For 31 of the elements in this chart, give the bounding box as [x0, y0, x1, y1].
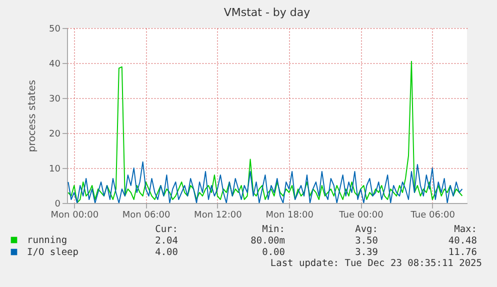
- x-tick-label: Mon 06:00: [122, 210, 170, 220]
- text: 3.39: [355, 247, 378, 258]
- y-tick-label: 0: [54, 200, 61, 210]
- y-tick-label: 10: [49, 164, 61, 174]
- line-series: [68, 161, 463, 203]
- x-tick-label: Mon 12:00: [194, 210, 242, 220]
- x-tick-label: Mon 18:00: [266, 210, 314, 220]
- text: 11.76: [448, 247, 478, 258]
- y-tick-label: 20: [49, 130, 61, 140]
- y-tick-label: 50: [49, 24, 61, 34]
- text: 80.00m: [250, 236, 286, 246]
- text: Max:: [454, 224, 477, 235]
- y-tick-label: 30: [49, 94, 61, 104]
- x-tick-label: Tue 00:00: [338, 210, 384, 220]
- y-tick-label: 40: [49, 60, 61, 70]
- text: Avg:: [355, 224, 378, 235]
- text: 40.48: [448, 236, 478, 246]
- y-axis-title: process states: [27, 80, 38, 152]
- text: Min:: [262, 224, 285, 235]
- chart-title: VMstat - by day: [224, 6, 311, 19]
- legend-label: running: [27, 235, 68, 246]
- line-series: [68, 60, 463, 203]
- text: 2.04: [155, 236, 178, 246]
- legend-label: I/O sleep: [27, 247, 79, 258]
- text: Last update: Tue Dec 23 08:35:11 2025: [270, 258, 482, 269]
- text: 3.50: [355, 236, 378, 246]
- text: 4.00: [155, 247, 178, 258]
- x-tick-label: Tue 06:00: [410, 210, 456, 220]
- x-tick-label: Mon 00:00: [50, 210, 99, 220]
- text: 0.00: [262, 247, 286, 258]
- text: Cur:: [155, 224, 178, 235]
